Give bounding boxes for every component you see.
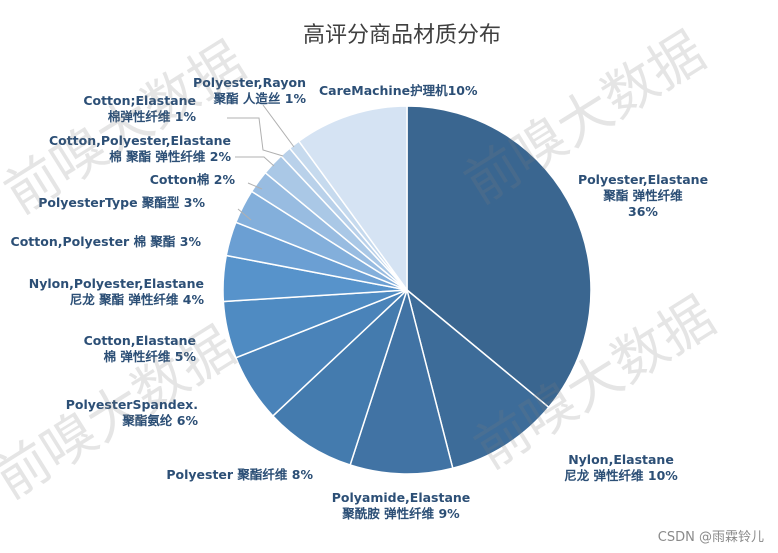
slice-label: Cotton,Polyester,Elastane 棉 聚酯 弹性纤维 2% (49, 133, 232, 164)
slice-label: Cotton,Elastane 棉 弹性纤维 5% (84, 333, 197, 364)
pie-slice (297, 105, 408, 293)
leader-line (227, 117, 284, 157)
slice-label: Polyamide,Elastane 聚酰胺 弹性纤维 9% (332, 490, 471, 521)
slice-label: Cotton;Elastane 棉弹性纤维 1% (83, 93, 196, 124)
slice-label: Cotton,Polyester 棉 聚酯 3% (11, 234, 202, 249)
slice-label: Nylon,Polyester,Elastane 尼龙 聚酯 弹性纤维 4% (29, 276, 205, 307)
pie-slice (405, 287, 550, 470)
pie-slice (349, 287, 454, 475)
slice-label: PolyesterType 聚酯型 3% (38, 195, 205, 210)
slice-label: Cotton棉 2% (150, 172, 236, 187)
pie-slice (271, 289, 408, 466)
slice-label: CareMachine护理机10% (319, 83, 478, 98)
chart-title: 高评分商品材质分布 (303, 23, 501, 48)
leader-line (235, 156, 275, 167)
leader-line (247, 182, 263, 190)
leader-line (262, 104, 295, 148)
slice-label: Polyester,Rayon 聚酯 人造丝 1% (193, 75, 306, 106)
pie-slices (222, 105, 592, 475)
slice-label: Polyester,Elastane 聚酯 弹性纤维 36% (578, 172, 708, 219)
slice-label: Polyester 聚酯纤维 8% (166, 467, 313, 482)
pie-slice (406, 105, 592, 409)
credit-text: CSDN @雨霖铃儿 (658, 530, 764, 545)
leader-lines (227, 104, 295, 221)
slice-label: PolyesterSpandex.聚酯氨纶 6% (66, 397, 199, 428)
leader-line (237, 208, 252, 221)
slice-labels: Polyester,Elastane 聚酯 弹性纤维 36% Nylon,Elasta… (11, 75, 709, 521)
slice-label: Nylon,Elastane 尼龙 弹性纤维 10% (564, 452, 678, 483)
